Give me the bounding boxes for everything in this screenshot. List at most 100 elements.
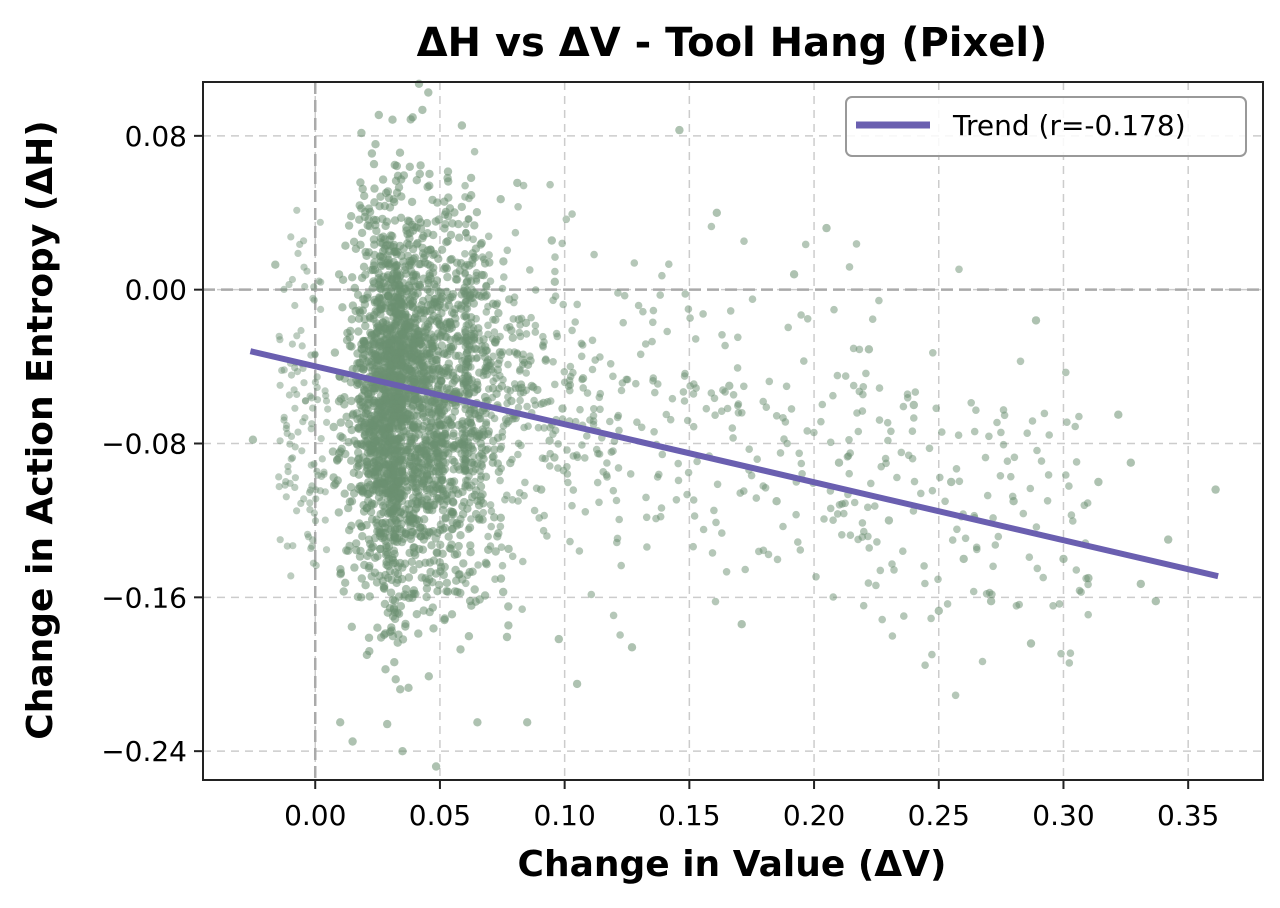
scatter-point-526 bbox=[391, 675, 400, 684]
scatter-point-2904 bbox=[461, 269, 470, 277]
scatter-point-1182 bbox=[466, 548, 475, 557]
scatter-point-1240 bbox=[422, 218, 432, 228]
scatter-point-2363 bbox=[363, 436, 372, 445]
scatter-point-2720 bbox=[999, 440, 1008, 449]
scatter-point-2313 bbox=[455, 363, 464, 373]
scatter-point-148 bbox=[499, 257, 508, 266]
scatter-point-3021 bbox=[509, 315, 518, 323]
scatter-point-3268 bbox=[759, 397, 767, 406]
scatter-point-2850 bbox=[592, 445, 601, 454]
scatter-point-2854 bbox=[508, 455, 516, 464]
scatter-point-3415 bbox=[297, 326, 305, 335]
scatter-point-1992 bbox=[443, 416, 453, 425]
scatter-point-3453 bbox=[1164, 535, 1173, 544]
scatter-point-3048 bbox=[607, 448, 616, 456]
scatter-point-2373 bbox=[391, 516, 401, 525]
scatter-point-2952 bbox=[541, 454, 549, 463]
scatter-point-2971 bbox=[491, 575, 499, 583]
scatter-point-2780 bbox=[801, 240, 810, 249]
scatter-point-2148 bbox=[407, 557, 416, 566]
scatter-point-3185 bbox=[479, 451, 487, 460]
scatter-point-3344 bbox=[304, 533, 313, 541]
scatter-point-2384 bbox=[382, 541, 391, 550]
scatter-point-2937 bbox=[941, 497, 949, 506]
scatter-point-2421 bbox=[368, 360, 377, 370]
scatter-point-2026 bbox=[428, 195, 437, 205]
scatter-point-3182 bbox=[1007, 472, 1015, 481]
scatter-point-3294 bbox=[609, 372, 617, 381]
scatter-point-3337 bbox=[303, 267, 311, 275]
scatter-point-1692 bbox=[403, 230, 412, 239]
scatter-point-3178 bbox=[636, 350, 645, 359]
scatter-point-3378 bbox=[306, 392, 314, 400]
scatter-point-3039 bbox=[487, 522, 496, 531]
scatter-point-2385 bbox=[369, 500, 378, 509]
scatter-point-2327 bbox=[403, 352, 412, 361]
scatter-point-2597 bbox=[391, 355, 400, 364]
scatter-point-3385 bbox=[306, 486, 315, 494]
scatter-point-3189 bbox=[717, 407, 726, 416]
scatter-point-2513 bbox=[430, 335, 439, 344]
scatter-point-2534 bbox=[361, 409, 371, 418]
scatter-point-1656 bbox=[457, 121, 467, 130]
scatter-point-3051 bbox=[467, 346, 476, 354]
scatter-point-3363 bbox=[287, 572, 295, 580]
scatter-point-3395 bbox=[276, 336, 284, 344]
scatter-point-2718 bbox=[616, 631, 624, 639]
scatter-point-3306 bbox=[288, 340, 296, 348]
scatter-point-3309 bbox=[293, 390, 301, 398]
scatter-point-873 bbox=[442, 578, 452, 588]
scatter-point-2832 bbox=[875, 416, 884, 424]
scatter-point-2908 bbox=[510, 293, 519, 302]
scatter-point-2807 bbox=[1044, 471, 1053, 479]
scatter-point-2155 bbox=[446, 342, 456, 352]
scatter-point-2509 bbox=[426, 454, 435, 464]
scatter-point-3373 bbox=[293, 507, 301, 515]
scatter-point-872 bbox=[393, 569, 403, 579]
scatter-point-3186 bbox=[745, 445, 753, 454]
x-tick-label-5: 0.25 bbox=[908, 799, 970, 832]
scatter-point-3056 bbox=[1032, 523, 1041, 531]
scatter-point-2493 bbox=[383, 441, 392, 451]
scatter-point-3406 bbox=[283, 542, 291, 550]
scatter-point-3314 bbox=[298, 447, 306, 455]
scatter-point-2508 bbox=[430, 405, 440, 414]
scatter-point-3443 bbox=[1009, 497, 1018, 506]
scatter-point-3170 bbox=[642, 513, 651, 522]
scatter-point-3420 bbox=[248, 435, 258, 444]
scatter-point-3354 bbox=[316, 218, 324, 226]
scatter-point-3377 bbox=[282, 424, 290, 433]
scatter-point-2490 bbox=[437, 465, 447, 474]
scatter-point-2472 bbox=[432, 430, 441, 439]
scatter-point-2447 bbox=[391, 530, 400, 539]
scatter-point-2389 bbox=[330, 348, 340, 357]
scatter-point-2644 bbox=[658, 271, 666, 280]
scatter-point-1640 bbox=[395, 148, 405, 157]
scatter-point-3348 bbox=[320, 470, 328, 478]
scatter-point-3125 bbox=[845, 263, 854, 271]
scatter-point-3402 bbox=[281, 481, 289, 489]
scatter-point-3277 bbox=[517, 314, 526, 323]
scatter-point-2579 bbox=[400, 455, 409, 465]
scatter-point-2920 bbox=[702, 404, 711, 413]
scatter-point-3432 bbox=[772, 497, 781, 506]
scatter-point-3452 bbox=[1151, 597, 1161, 606]
scatter-point-354 bbox=[456, 645, 465, 654]
scatter-point-3252 bbox=[484, 330, 492, 339]
scatter-point-3341 bbox=[275, 483, 283, 491]
scatter-point-2825 bbox=[938, 428, 946, 436]
scatter-point-1889 bbox=[344, 503, 353, 513]
scatter-point-1301 bbox=[435, 580, 444, 590]
scatter-point-2621 bbox=[626, 470, 635, 478]
scatter-point-1310 bbox=[489, 436, 498, 446]
scatter-point-3285 bbox=[487, 365, 496, 374]
scatter-point-813 bbox=[470, 221, 479, 230]
scatter-point-2923 bbox=[665, 260, 673, 269]
scatter-point-140 bbox=[554, 634, 563, 644]
scatter-point-3068 bbox=[875, 296, 883, 305]
scatter-point-2802 bbox=[954, 431, 963, 440]
scatter-point-2170 bbox=[356, 178, 365, 187]
scatter-point-2974 bbox=[830, 305, 838, 314]
scatter-point-3328 bbox=[287, 371, 296, 379]
scatter-point-2455 bbox=[371, 306, 380, 316]
